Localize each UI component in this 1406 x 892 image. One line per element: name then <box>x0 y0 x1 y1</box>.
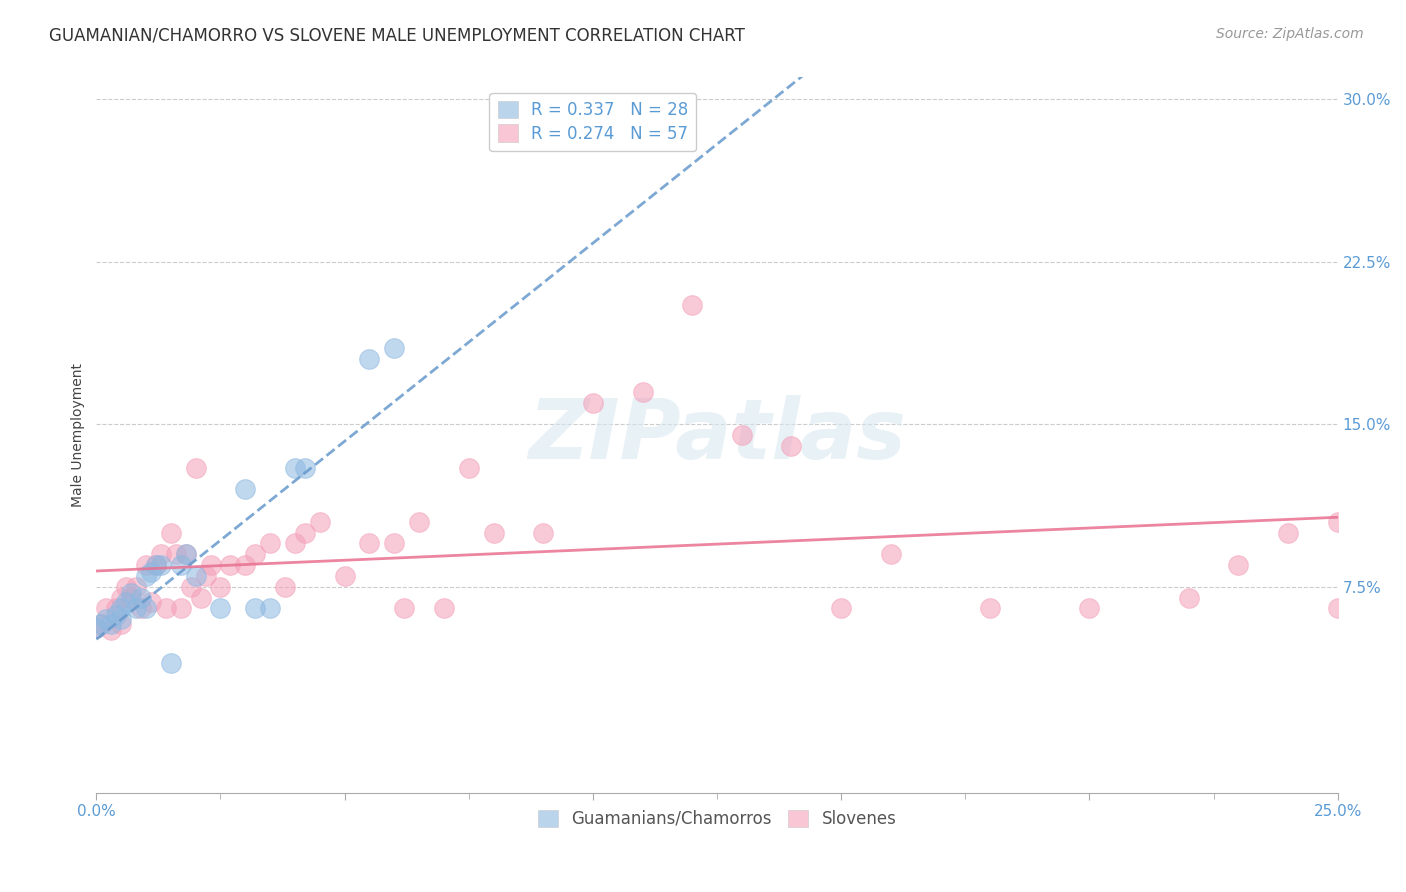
Point <box>135 558 157 573</box>
Point <box>190 591 212 605</box>
Point <box>531 525 554 540</box>
Point <box>1326 515 1348 529</box>
Point <box>115 595 138 609</box>
Point <box>159 525 181 540</box>
Point <box>219 558 242 573</box>
Point <box>135 601 157 615</box>
Point <box>139 595 162 609</box>
Point <box>284 460 307 475</box>
Point <box>125 601 148 615</box>
Point <box>308 515 330 529</box>
Point <box>110 601 132 615</box>
Point <box>259 601 281 615</box>
Point <box>731 428 754 442</box>
Point <box>209 601 232 615</box>
Point <box>830 601 852 615</box>
Point <box>86 621 108 635</box>
Point <box>90 616 112 631</box>
Point <box>115 580 138 594</box>
Point <box>165 547 187 561</box>
Point <box>139 565 162 579</box>
Point <box>382 536 405 550</box>
Point <box>100 616 122 631</box>
Point <box>120 586 142 600</box>
Point <box>120 591 142 605</box>
Point <box>170 558 193 573</box>
Point <box>90 616 112 631</box>
Point <box>110 612 132 626</box>
Point <box>681 298 703 312</box>
Point <box>145 558 167 573</box>
Point <box>880 547 903 561</box>
Y-axis label: Male Unemployment: Male Unemployment <box>72 363 86 507</box>
Point <box>155 601 177 615</box>
Point <box>174 547 197 561</box>
Point <box>392 601 415 615</box>
Point <box>1078 601 1101 615</box>
Point <box>359 536 381 550</box>
Point <box>180 580 202 594</box>
Point <box>631 384 654 399</box>
Point <box>780 439 803 453</box>
Point <box>105 607 128 622</box>
Point <box>294 460 316 475</box>
Legend: Guamanians/Chamorros, Slovenes: Guamanians/Chamorros, Slovenes <box>531 803 903 834</box>
Point <box>170 601 193 615</box>
Point <box>105 601 128 615</box>
Text: ZIPatlas: ZIPatlas <box>529 394 905 475</box>
Point <box>209 580 232 594</box>
Point <box>245 601 267 615</box>
Point <box>1326 601 1348 615</box>
Point <box>96 612 118 626</box>
Text: GUAMANIAN/CHAMORRO VS SLOVENE MALE UNEMPLOYMENT CORRELATION CHART: GUAMANIAN/CHAMORRO VS SLOVENE MALE UNEMP… <box>49 27 745 45</box>
Point <box>1227 558 1250 573</box>
Point <box>408 515 430 529</box>
Point <box>284 536 307 550</box>
Point <box>96 601 118 615</box>
Point <box>233 482 256 496</box>
Point <box>382 342 405 356</box>
Point <box>294 525 316 540</box>
Point <box>233 558 256 573</box>
Point <box>274 580 297 594</box>
Point <box>129 591 152 605</box>
Text: Source: ZipAtlas.com: Source: ZipAtlas.com <box>1216 27 1364 41</box>
Point <box>159 656 181 670</box>
Point <box>245 547 267 561</box>
Point <box>125 580 148 594</box>
Point <box>135 569 157 583</box>
Point <box>433 601 456 615</box>
Point <box>100 623 122 637</box>
Point <box>86 621 108 635</box>
Point <box>129 601 152 615</box>
Point <box>149 558 172 573</box>
Point <box>482 525 505 540</box>
Point <box>184 460 207 475</box>
Point <box>194 569 217 583</box>
Point <box>110 591 132 605</box>
Point <box>149 547 172 561</box>
Point <box>110 616 132 631</box>
Point <box>145 558 167 573</box>
Point <box>1177 591 1199 605</box>
Point <box>333 569 356 583</box>
Point <box>1277 525 1299 540</box>
Point <box>359 352 381 367</box>
Point <box>200 558 222 573</box>
Point <box>259 536 281 550</box>
Point <box>174 547 197 561</box>
Point <box>457 460 479 475</box>
Point <box>979 601 1001 615</box>
Point <box>582 395 605 409</box>
Point <box>184 569 207 583</box>
